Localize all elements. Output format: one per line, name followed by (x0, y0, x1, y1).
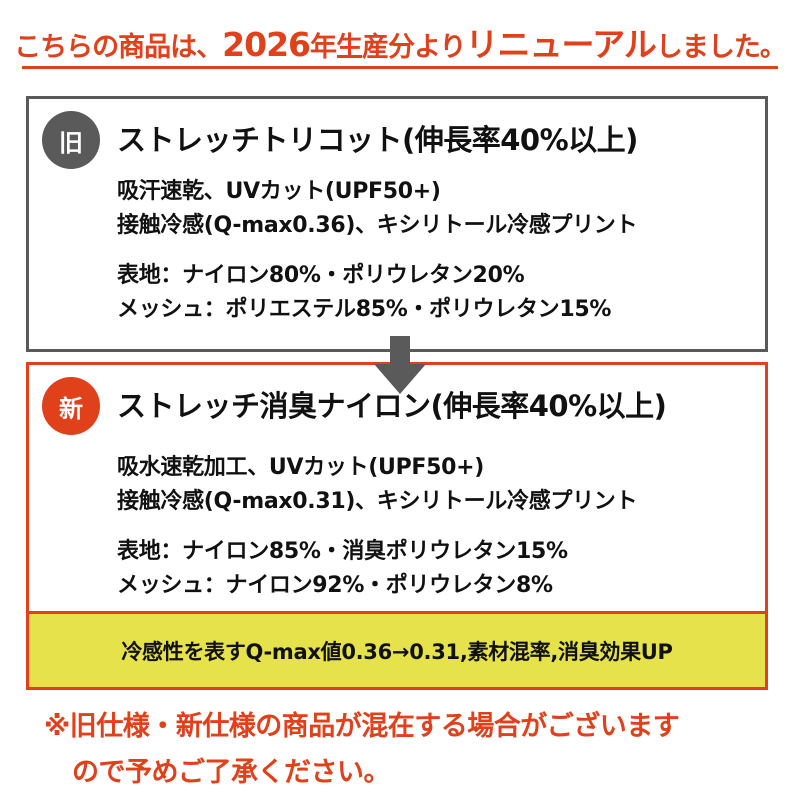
renewal-headline: こちらの商品は、2026年生産分よりリニューアルしました。 (0, 18, 800, 66)
old-spec-box: 旧 ストレッチトリコット(伸長率40%以上) 吸汗速乾、UVカット(UPF50+… (26, 96, 768, 352)
new-spec-line: 表地：ナイロン85%・消臭ポリウレタン15% (117, 539, 568, 564)
old-spec-line: 表地：ナイロン80%・ポリウレタン20% (117, 263, 525, 288)
headline-text: 年生産分より (310, 32, 466, 63)
headline-text: しました。 (655, 32, 787, 63)
old-spec-line: メッシュ：ポリエステル85%・ポリウレタン15% (117, 297, 612, 322)
improvement-summary: 冷感性を表すQ-max値0.36→0.31,素材混率,消臭効果UP (29, 611, 765, 687)
arrow-down-icon (374, 336, 426, 394)
notice-line: ※旧仕様・新仕様の商品が混在する場合がございます (44, 711, 680, 742)
new-spec-line: メッシュ：ナイロン92%・ポリウレタン8% (117, 573, 553, 598)
headline-renewal: リニューアル (465, 25, 656, 64)
old-spec-line: 吸汗速乾、UVカット(UPF50+) (117, 179, 441, 204)
new-spec-line: 吸水速乾加工、UVカット(UPF50+) (117, 455, 485, 480)
mixed-stock-notice: ※旧仕様・新仕様の商品が混在する場合がございます ので予めご了承ください。 (44, 704, 680, 796)
new-spec-line: 接触冷感(Q-max0.31)、キシリトール冷感プリント (117, 489, 638, 514)
old-badge: 旧 (42, 111, 100, 169)
notice-line: ので予めご了承ください。 (72, 757, 391, 788)
headline-divider (22, 66, 778, 69)
new-badge: 新 (42, 377, 100, 435)
new-spec-box: 新 ストレッチ消臭ナイロン(伸長率40%以上) 吸水速乾加工、UVカット(UPF… (26, 362, 768, 690)
old-spec-line: 接触冷感(Q-max0.36)、キシリトール冷感プリント (117, 213, 638, 238)
old-spec-title: ストレッチトリコット(伸長率40%以上) (117, 123, 638, 157)
new-spec-title: ストレッチ消臭ナイロン(伸長率40%以上) (117, 389, 667, 423)
headline-year: 2026 (222, 25, 311, 64)
headline-text: こちらの商品は、 (14, 32, 223, 63)
